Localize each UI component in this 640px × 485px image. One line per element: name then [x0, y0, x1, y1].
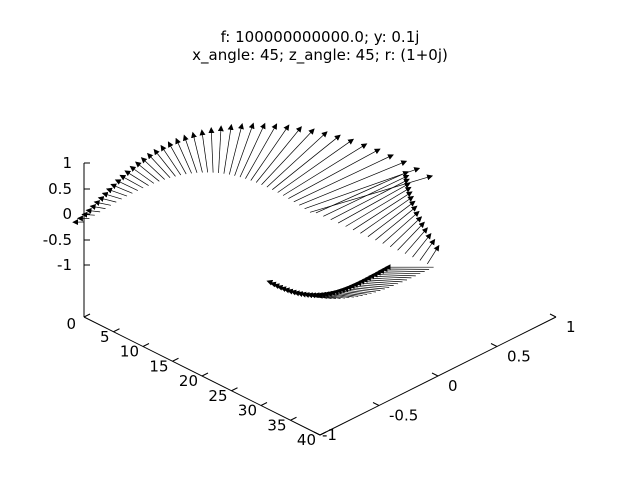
chart-title-line-1: f: 100000000000.0; y: 0.1j [221, 28, 420, 46]
vector-arrow [283, 144, 366, 196]
x-tick-group: 0 5 10 15 20 25 30 35 40 [66, 314, 326, 449]
x-tick-mark [232, 388, 238, 391]
vector-arrow [338, 183, 410, 223]
vector-arrow [176, 139, 192, 174]
x-tick-mark [202, 373, 208, 376]
vector-arrow [95, 202, 111, 205]
x-tick-label: 10 [120, 343, 139, 361]
axes-group [84, 163, 556, 435]
vector-arrow [224, 125, 232, 174]
vector-arrow [299, 161, 406, 205]
vector-arrow [116, 180, 138, 191]
x-tick-mark [261, 403, 267, 406]
x-tick-mark [291, 417, 297, 420]
x-tick-mark [143, 344, 149, 347]
vector-arrow [229, 124, 242, 175]
vector-arrow [87, 210, 101, 212]
x-tick-label: 20 [179, 372, 198, 390]
vector-arrow [103, 193, 122, 199]
vector-arrow [405, 228, 427, 254]
vector-arrow [373, 274, 416, 276]
x-tick-label: 40 [297, 431, 316, 449]
z-tick-label: 0 [62, 205, 72, 223]
vector-arrow [310, 176, 432, 212]
chart-title-line-2: x_angle: 45; z_angle: 45; r: (1+0j) [192, 46, 448, 65]
y-tick-mark [373, 403, 379, 406]
vector-arrow [427, 246, 439, 264]
vector-arrow [278, 286, 288, 289]
x-tick-mark [84, 314, 90, 317]
vector-arrow [130, 167, 154, 184]
y-tick-label: -1 [322, 426, 337, 444]
z-tick-label: -1 [57, 256, 72, 274]
vector-arrow [202, 130, 208, 172]
x-tick-label: 15 [149, 357, 168, 375]
vector-arrow [369, 276, 411, 278]
y-tick-label: -0.5 [389, 407, 418, 425]
z-tick-label: -0.5 [43, 231, 72, 249]
vector-arrow [420, 240, 435, 261]
vector-arrow [267, 281, 274, 283]
vector-arrow [331, 179, 409, 220]
x-tick-label: 30 [238, 402, 257, 420]
y-tick-label: 0 [448, 377, 458, 395]
x-tick-label: 5 [100, 328, 110, 346]
y-tick-label: 1 [566, 318, 576, 336]
y-tick-label: 0.5 [507, 348, 531, 366]
vector-arrow [379, 271, 425, 272]
x-tick-label: 25 [208, 387, 227, 405]
y-tick-group: -1 -0.5 0 0.5 1 [314, 314, 576, 444]
y-tick-mark [432, 373, 438, 376]
z-tick-label: 0.5 [48, 180, 72, 198]
vector-arrow [376, 273, 421, 274]
vector-arrow [278, 139, 354, 192]
vector-arrow [99, 198, 117, 202]
vector-arrow [193, 133, 203, 173]
vector-arrow [366, 278, 407, 280]
x-tick-mark [114, 329, 120, 332]
vector-arrow [125, 171, 148, 186]
vector-arrow [390, 217, 421, 247]
y-tick-mark [491, 344, 497, 347]
vector-group [73, 124, 439, 299]
vector-arrow [347, 287, 381, 290]
vector-arrow [120, 175, 143, 188]
vector-arrow [368, 201, 415, 236]
vector-arrow [274, 285, 283, 288]
vector-arrow [111, 184, 132, 193]
vector-arrow [219, 126, 222, 173]
z-tick-label: 1 [62, 154, 72, 172]
vector-arrow [211, 128, 213, 173]
vector-arrow [350, 286, 385, 289]
x-tick-mark [173, 358, 179, 361]
vector-arrow [413, 234, 431, 257]
vector-arrow [91, 206, 106, 208]
x-tick-label: 35 [267, 416, 286, 434]
y-tick-mark [550, 314, 556, 317]
x-tick-label: 0 [66, 315, 76, 333]
vector-arrow [256, 127, 301, 183]
vector-arrow [383, 212, 419, 244]
z-tick-group: -1 -0.5 0 0.5 1 [43, 154, 90, 274]
